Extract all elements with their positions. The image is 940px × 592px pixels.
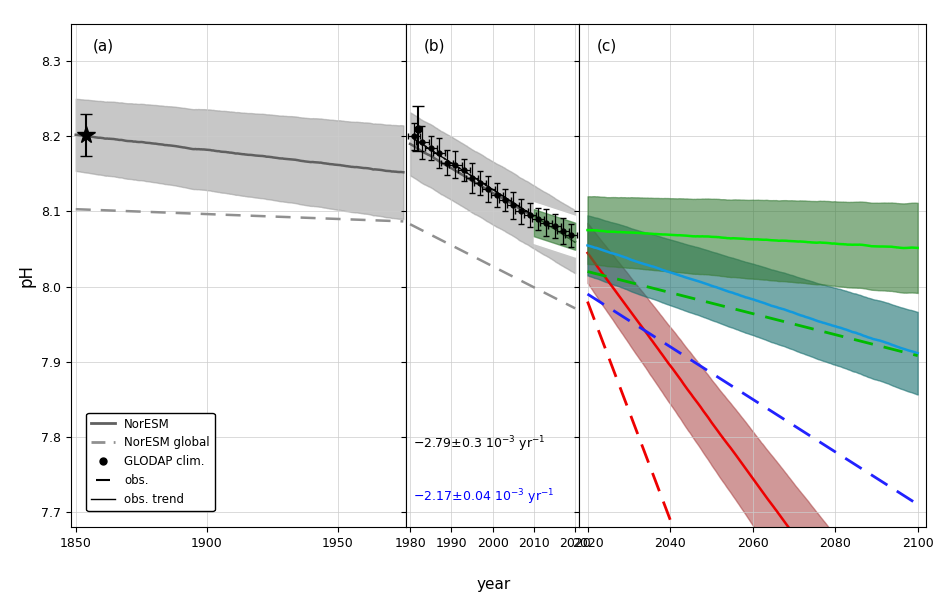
Text: (a): (a)	[92, 39, 114, 54]
Text: $-2.79\!\pm\!0.3\ 10^{-3}\ \mathrm{yr}^{-1}$: $-2.79\!\pm\!0.3\ 10^{-3}\ \mathrm{yr}^{…	[413, 435, 545, 454]
Y-axis label: pH: pH	[17, 264, 35, 287]
Text: $-2.17\!\pm\!0.04\ 10^{-3}\ \mathrm{yr}^{-1}$: $-2.17\!\pm\!0.04\ 10^{-3}\ \mathrm{yr}^…	[413, 487, 555, 507]
Text: year: year	[477, 577, 510, 592]
Text: (b): (b)	[423, 39, 445, 54]
Legend: NorESM, NorESM global, GLODAP clim., obs., obs. trend: NorESM, NorESM global, GLODAP clim., obs…	[86, 413, 214, 511]
Text: (c): (c)	[597, 39, 617, 54]
